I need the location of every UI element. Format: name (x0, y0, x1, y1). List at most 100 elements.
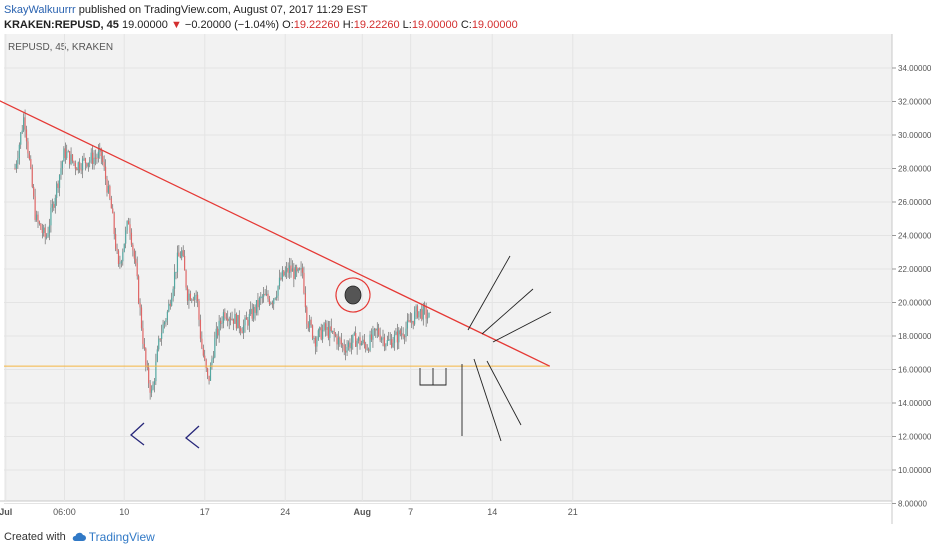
candle-up (89, 160, 91, 163)
y-tick-label: 32.00000 (898, 98, 932, 107)
candle-down (238, 315, 240, 329)
candle-up (380, 338, 383, 341)
candle-up (263, 293, 265, 297)
candle-up (215, 328, 217, 339)
header-line-2: KRAKEN:REPUSD, 45 19.00000 ▼ −0.20000 (−… (4, 18, 518, 33)
y-tick-label: 28.00000 (898, 165, 932, 174)
author-link[interactable]: SkayWalkuurrr (4, 4, 76, 16)
candle-up (35, 214, 38, 220)
candle-down (208, 375, 210, 381)
tradingview-logo[interactable]: TradingView (72, 530, 155, 544)
candle-down (40, 223, 42, 230)
candle-down (192, 299, 194, 301)
candle-up (395, 331, 397, 335)
candle-down (324, 323, 327, 330)
candle-down (84, 158, 87, 164)
y-tick-label: 12.00000 (898, 433, 932, 442)
candle-down (299, 268, 301, 270)
candle-down (327, 327, 329, 338)
candle-down (27, 141, 29, 154)
candle-down (201, 338, 203, 349)
candle-up (58, 174, 61, 188)
candle-down (365, 343, 367, 350)
candle-down (310, 319, 312, 326)
candle-up (291, 268, 294, 272)
candle-up (297, 268, 299, 272)
candle-up (281, 270, 283, 280)
candle-down (178, 252, 180, 257)
candle-up (398, 330, 400, 343)
candle-down (217, 328, 219, 336)
candle-down (159, 338, 161, 340)
candle-down (342, 344, 344, 346)
y-tick-label: 18.00000 (898, 332, 932, 341)
candle-down (268, 298, 271, 304)
candle-up (337, 337, 340, 345)
candle-up (332, 330, 334, 332)
candle-down (359, 337, 361, 346)
candle-up (60, 168, 62, 175)
candle-down (336, 336, 338, 345)
candle-down (416, 306, 419, 318)
candle-up (123, 243, 125, 252)
candle-up (237, 315, 239, 329)
candle-down (251, 308, 253, 319)
candle-down (30, 159, 32, 168)
candle-down (109, 186, 111, 199)
candle-down (24, 117, 26, 130)
candle-down (363, 339, 365, 344)
candle-down (138, 276, 140, 304)
projection-ray (486, 360, 522, 426)
last-price: 19.00000 (121, 19, 168, 31)
candle-up (15, 163, 18, 169)
high-value: 19.22260 (353, 19, 400, 31)
price-chart[interactable]: REPUSD, 45, KRAKEN 34.00000 32.00000 30.00… (0, 34, 932, 524)
price-change: −0.20000 (−1.04%) (184, 19, 280, 31)
candle-down (94, 157, 97, 159)
candle-down (80, 169, 82, 171)
candle-up (218, 320, 220, 336)
candle-up (165, 320, 167, 323)
candle-up (350, 342, 352, 349)
candle-up (357, 337, 360, 341)
price-axis[interactable]: 34.00000 32.00000 30.00000 28.00000 26.00000… (892, 64, 932, 509)
candle-down (103, 161, 105, 167)
candle-up (270, 302, 272, 304)
candle-down (106, 178, 108, 193)
candle-down (186, 287, 189, 301)
candle-down (235, 313, 237, 329)
candle-up (211, 359, 213, 365)
time-axis[interactable]: Jul 06:00 10 17 24 Aug 7 14 21 (0, 507, 578, 517)
candle-down (383, 337, 386, 347)
candle-up (393, 334, 396, 343)
candle-up (242, 325, 245, 334)
candle-down (283, 270, 285, 276)
x-tick-label: 06:00 (53, 507, 76, 517)
candle-up (43, 227, 45, 233)
candle-down (140, 307, 143, 329)
candle-up (194, 295, 196, 300)
candle-up (87, 162, 89, 167)
candle-down (14, 168, 16, 170)
candle-down (135, 258, 137, 264)
candle-down (86, 163, 88, 167)
candle-up (274, 297, 276, 299)
candle-down (73, 161, 75, 163)
candle-down (339, 337, 341, 340)
candle-down (207, 368, 209, 376)
tradingview-wordmark: TradingView (88, 530, 155, 544)
candle-up (353, 333, 355, 335)
candle-up (122, 251, 124, 262)
candle-up (426, 317, 429, 319)
candle-down (375, 328, 377, 331)
candle-up (48, 225, 51, 233)
candle-up (414, 311, 416, 325)
high-label: H: (342, 19, 354, 31)
low-value: 19.00000 (411, 19, 458, 31)
trendline[interactable] (0, 100, 551, 367)
candle-down (179, 256, 181, 258)
candle-up (93, 157, 95, 164)
annotations (129, 255, 552, 449)
candle-up (228, 318, 230, 322)
candle-up (401, 333, 403, 335)
